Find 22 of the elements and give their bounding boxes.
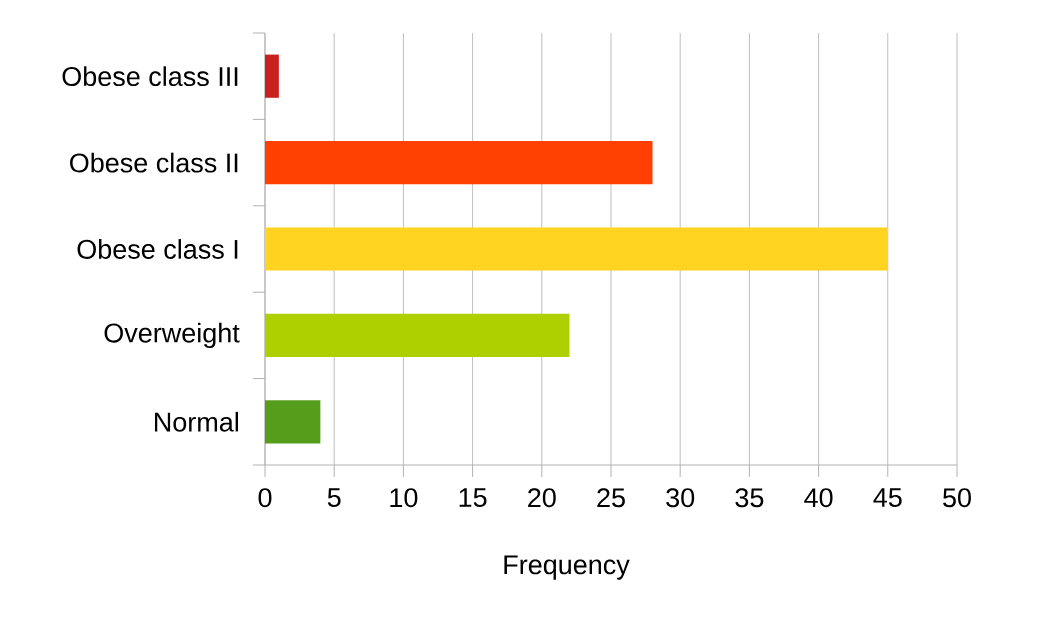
x-tick-label: 5 [327,488,341,508]
y-tick-label: Overweight [104,322,240,348]
y-tick-label: Obese class I [77,239,238,259]
x-axis-title: Frequency [504,555,630,580]
bar [265,54,279,98]
bar [265,227,888,271]
x-tick-label: 20 [528,488,556,508]
x-tick-label: 15 [459,488,487,508]
bar [265,313,570,357]
x-tick-label: 30 [666,488,695,508]
bar [265,140,653,185]
x-tick-label: 0 [258,488,272,508]
x-tick-label: 25 [597,488,625,508]
x-tick-label: 10 [390,488,418,508]
y-tick-label: Obese class II [70,152,238,173]
x-tick-label: 50 [943,488,971,508]
bar [265,400,321,444]
x-tick-label: 35 [735,488,764,508]
y-tick-label: Normal [155,411,238,432]
x-tick-label: 40 [804,488,833,508]
y-tick-label: Obese class III [62,66,238,87]
x-tick-label: 45 [873,488,902,508]
